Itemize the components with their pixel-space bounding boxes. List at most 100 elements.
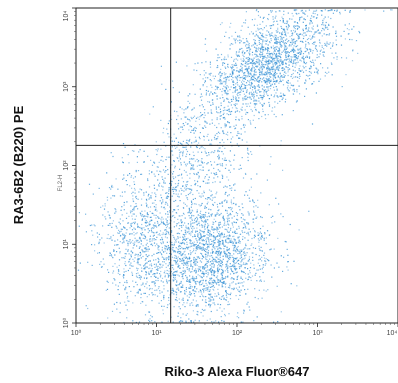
scatter-point	[204, 264, 206, 266]
scatter-point	[144, 264, 146, 266]
scatter-point	[319, 78, 322, 80]
scatter-point	[204, 235, 206, 237]
scatter-point	[221, 202, 223, 204]
scatter-point	[287, 82, 289, 84]
scatter-point	[249, 82, 251, 84]
scatter-point	[165, 257, 167, 259]
scatter-point	[178, 156, 181, 158]
scatter-point	[212, 244, 214, 246]
scatter-point	[154, 175, 156, 177]
scatter-point	[140, 234, 143, 236]
scatter-point	[158, 246, 160, 248]
scatter-point	[223, 222, 226, 225]
scatter-point	[186, 241, 188, 243]
scatter-point	[149, 239, 151, 241]
scatter-point	[288, 61, 290, 63]
scatter-point	[153, 234, 155, 236]
scatter-point	[206, 248, 209, 250]
scatter-point	[191, 268, 193, 270]
scatter-point	[223, 80, 225, 82]
scatter-point	[213, 321, 215, 323]
scatter-point	[251, 93, 253, 95]
scatter-point	[271, 32, 273, 34]
scatter-point	[262, 59, 264, 61]
scatter-point	[195, 120, 197, 122]
scatter-point	[145, 254, 147, 256]
scatter-point	[275, 81, 277, 83]
scatter-point	[219, 247, 221, 249]
scatter-point	[194, 286, 196, 288]
scatter-point	[205, 221, 207, 223]
scatter-point	[176, 238, 178, 240]
scatter-point	[162, 309, 164, 311]
scatter-point	[260, 28, 262, 30]
scatter-point	[171, 215, 174, 217]
scatter-point	[217, 131, 220, 133]
scatter-point	[139, 236, 141, 238]
scatter-point	[281, 75, 283, 77]
scatter-point	[202, 247, 204, 249]
scatter-point	[127, 222, 129, 224]
scatter-point	[181, 253, 183, 255]
scatter-point	[258, 79, 260, 82]
scatter-point	[100, 261, 102, 263]
scatter-point	[287, 24, 289, 26]
scatter-point	[225, 79, 227, 81]
scatter-point	[241, 260, 243, 262]
scatter-point	[209, 299, 211, 301]
scatter-point	[102, 214, 104, 216]
scatter-point	[252, 200, 254, 202]
scatter-point	[144, 238, 146, 240]
scatter-point	[121, 242, 123, 244]
scatter-point	[214, 293, 216, 295]
scatter-point	[272, 81, 275, 83]
scatter-point	[321, 46, 323, 48]
scatter-point	[214, 75, 216, 77]
scatter-point	[229, 240, 231, 242]
scatter-point	[154, 266, 156, 268]
scatter-point	[274, 69, 276, 71]
scatter-point	[261, 66, 263, 68]
scatter-point	[216, 95, 218, 97]
scatter-point	[115, 284, 117, 286]
scatter-point	[265, 290, 267, 292]
scatter-point	[236, 107, 238, 110]
scatter-point	[136, 156, 138, 158]
scatter-point	[184, 270, 186, 272]
scatter-point	[144, 229, 146, 231]
scatter-point	[217, 258, 219, 260]
scatter-point	[174, 261, 177, 263]
scatter-point	[269, 35, 271, 37]
scatter-point	[244, 252, 246, 254]
scatter-point	[150, 243, 152, 246]
scatter-point	[223, 320, 225, 322]
scatter-point	[249, 96, 251, 98]
scatter-point	[258, 255, 260, 257]
scatter-point	[257, 49, 259, 51]
scatter-point	[106, 199, 109, 201]
scatter-point	[344, 24, 346, 26]
scatter-point	[179, 252, 181, 254]
scatter-point	[236, 134, 238, 137]
scatter-point	[124, 191, 126, 193]
scatter-point	[210, 234, 212, 236]
scatter-point	[257, 14, 260, 17]
scatter-point	[232, 136, 234, 138]
scatter-point	[160, 171, 162, 173]
scatter-point	[272, 24, 275, 26]
scatter-point	[152, 293, 154, 296]
scatter-point	[109, 254, 111, 257]
scatter-point	[193, 256, 195, 259]
scatter-point	[264, 264, 266, 266]
scatter-point	[231, 277, 233, 279]
scatter-point	[341, 57, 343, 59]
scatter-point	[249, 84, 251, 86]
scatter-point	[217, 303, 219, 305]
scatter-point	[137, 268, 139, 270]
scatter-point	[216, 231, 218, 233]
scatter-point	[155, 263, 157, 265]
scatter-point	[308, 52, 310, 54]
scatter-point	[269, 88, 272, 90]
scatter-point	[135, 239, 137, 241]
scatter-point	[199, 237, 201, 239]
